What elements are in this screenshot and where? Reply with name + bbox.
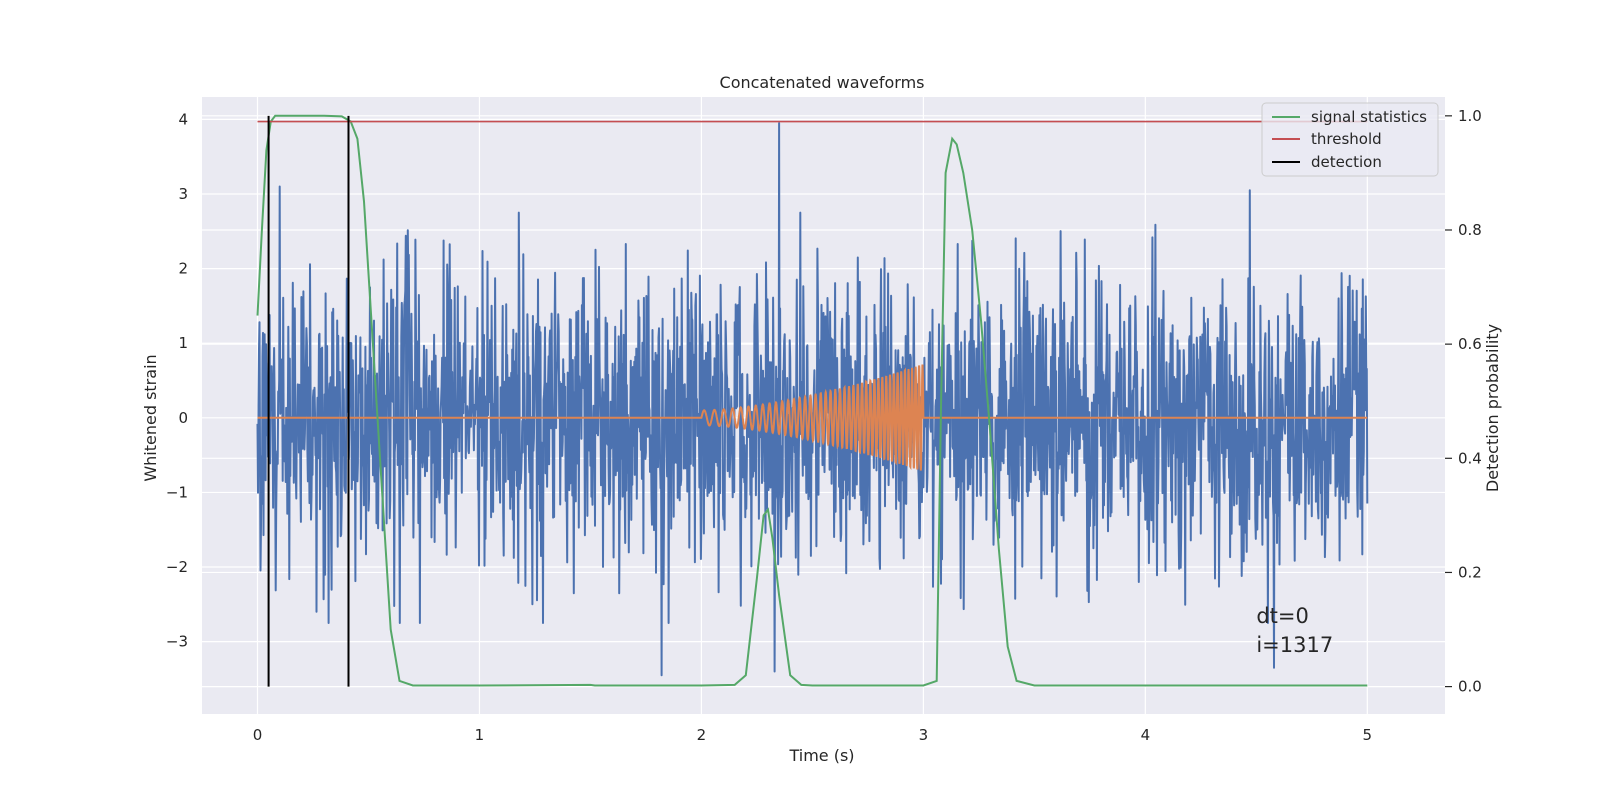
y-tick-label: 4 [178,110,188,128]
y-tick-label: 2 [178,260,188,278]
x-tick-label: 1 [475,726,485,744]
injection-line [257,364,1368,471]
y-tick-label: 1 [178,334,188,352]
y2-axis-ticks: 1.0 0.8 0.6 0.4 0.2 0.0 [1445,107,1482,696]
y-tick-label: 0 [178,409,188,427]
legend-box [1261,102,1439,177]
annotation-dt: dt=0 [1256,604,1309,628]
x-tick-label: 5 [1363,726,1373,744]
y2-tick-label: 0.2 [1458,563,1482,581]
legend: signal statistics threshold detection [1261,102,1439,177]
y-tick-label: −2 [166,558,188,576]
x-tick-label: 2 [697,726,707,744]
probability-series [256,114,1368,687]
strain-line [256,122,1369,677]
y2-axis-label: Detection probability [1483,324,1502,492]
legend-label-signal-statistics: signal statistics [1311,108,1427,126]
signal-statistics-line [256,114,1368,687]
x-axis-ticks: 0 1 2 3 4 5 [253,726,1372,744]
y-tick-label: −1 [166,483,188,501]
legend-label-detection: detection [1311,153,1382,171]
y2-tick-label: 0.4 [1458,449,1482,467]
y-axis-label: Whitened strain [141,354,160,481]
y-tick-label: −3 [166,633,188,651]
y2-tick-label: 1.0 [1458,107,1482,125]
x-tick-label: 0 [253,726,263,744]
strain-series [256,122,1369,677]
x-axis-label: Time (s) [788,746,854,765]
injection-series [257,364,1368,471]
y2-tick-label: 0.8 [1458,221,1482,239]
annotation-i: i=1317 [1256,633,1333,657]
chart-title: Concatenated waveforms [720,73,925,92]
x-tick-label: 4 [1141,726,1151,744]
y2-tick-label: 0.0 [1458,678,1482,696]
x-tick-label: 3 [919,726,929,744]
y-tick-label: 3 [178,185,188,203]
legend-label-threshold: threshold [1311,130,1382,148]
y-axis-ticks: 4 3 2 1 0 −1 −2 −3 [166,110,188,650]
y2-tick-label: 0.6 [1458,335,1482,353]
